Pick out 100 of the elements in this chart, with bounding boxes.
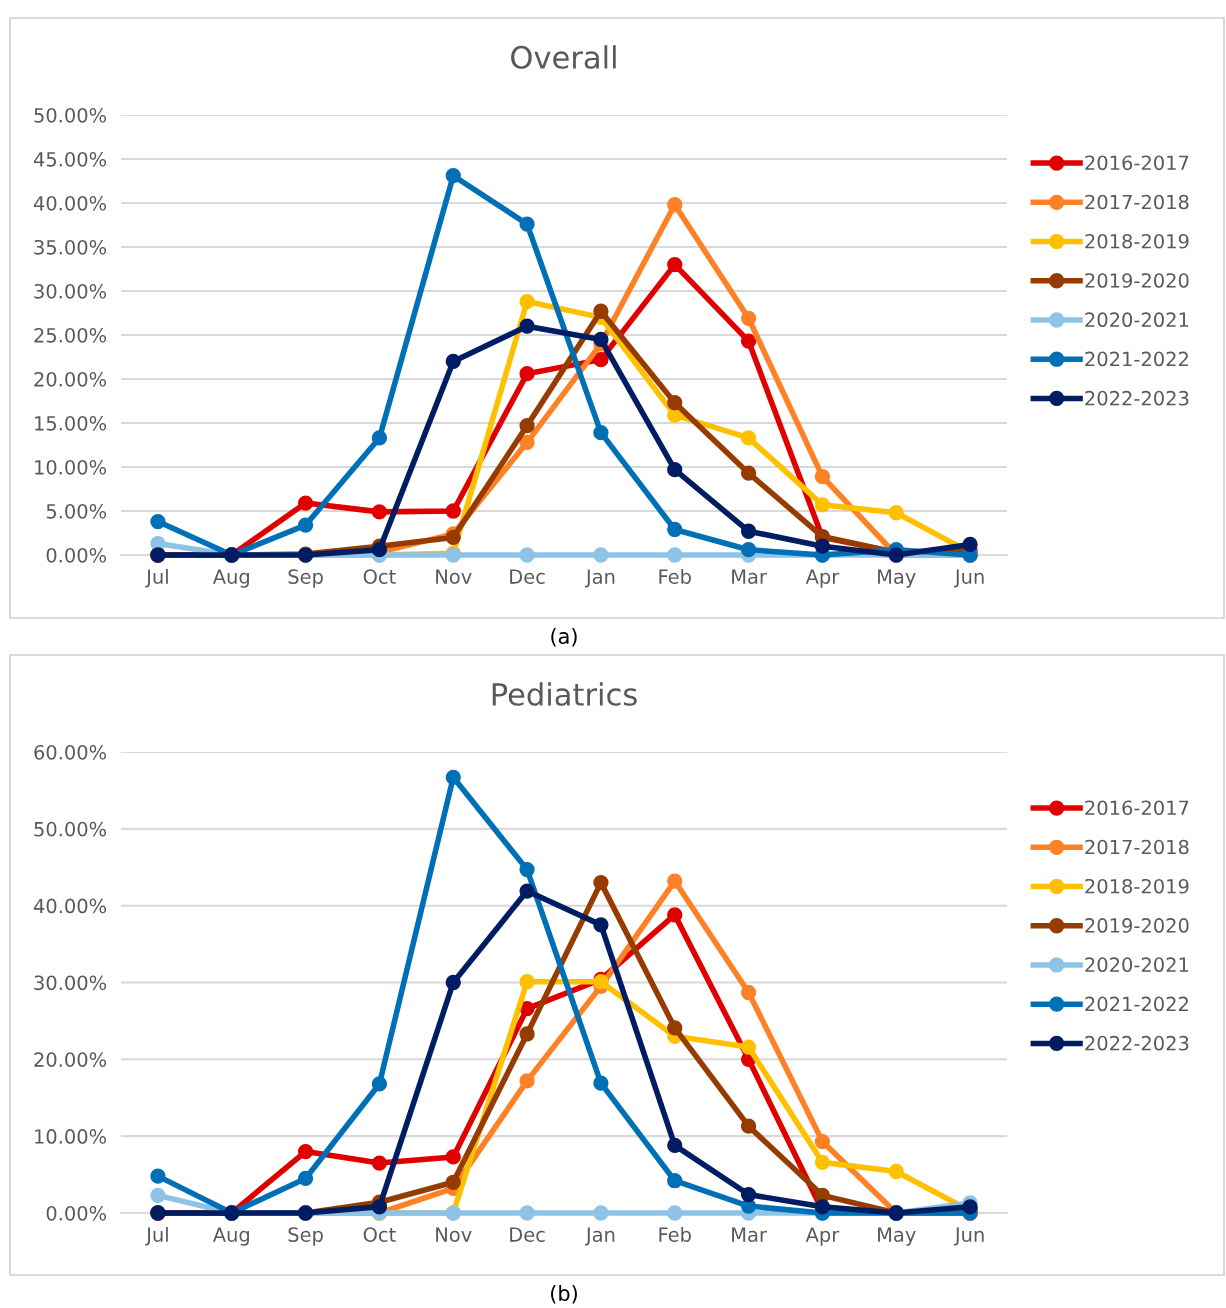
legend-label: 2021-2022 (1085, 996, 1188, 1012)
x-tick-label: Jan (584, 569, 615, 588)
legend-label: 2017-2018 (1085, 194, 1189, 210)
point (667, 873, 683, 889)
x-tick-label: Aug (212, 1227, 249, 1246)
y-tick-label: 20.00% (34, 1052, 107, 1067)
x-tick-label: Apr (805, 1227, 840, 1246)
point (150, 1168, 166, 1184)
point (593, 917, 609, 933)
y-tick-label: 0.00% (46, 1205, 107, 1221)
x-tick-label: Aug (212, 569, 249, 588)
legend-label: 2018-2019 (1085, 878, 1189, 894)
y-tick-label: 0.00% (46, 547, 107, 563)
legend-label: 2016-2017 (1085, 800, 1189, 816)
point (593, 1205, 609, 1221)
point (519, 318, 535, 334)
x-tick-label: Jun (953, 1227, 984, 1246)
x-tick-label: Jul (145, 1226, 168, 1246)
y-tick-label: 20.00% (34, 371, 107, 387)
point (667, 521, 683, 538)
x-tick-label: Oct (363, 1227, 396, 1242)
legend-label: 2022-2023 (1085, 390, 1189, 406)
point (962, 536, 978, 553)
point (667, 395, 683, 411)
point (519, 366, 535, 382)
point (519, 547, 535, 563)
point (667, 907, 683, 923)
point (297, 1143, 314, 1160)
point (740, 1039, 757, 1055)
point (519, 418, 535, 434)
point (371, 1155, 388, 1171)
x-tick-label: Jun (953, 569, 984, 588)
point (667, 197, 683, 213)
point (445, 168, 461, 184)
point (519, 1026, 535, 1042)
legend-label: 2020-2021 (1085, 312, 1189, 328)
point (519, 1073, 535, 1089)
x-tick-label: May (878, 569, 916, 588)
point (814, 469, 831, 485)
point (371, 1199, 388, 1215)
point (593, 874, 609, 891)
point (740, 984, 757, 1001)
x-tick-label: Feb (659, 568, 691, 584)
point (297, 517, 314, 533)
legend-label: 2021-2022 (1085, 351, 1188, 367)
point (519, 216, 535, 232)
point (519, 1000, 535, 1017)
point (445, 529, 461, 546)
point (667, 1020, 683, 1036)
x-tick-label: Sep (288, 569, 323, 588)
point (445, 503, 461, 519)
y-tick-label: 30.00% (34, 975, 107, 991)
x-tick-label: Oct (363, 569, 396, 584)
point (519, 974, 535, 990)
text: (a) (551, 627, 577, 647)
y-tick-label: 25.00% (34, 327, 107, 343)
legend-label: 2019-2020 (1085, 273, 1189, 288)
legend-label: 2016-2017 (1085, 155, 1189, 171)
point (519, 861, 535, 878)
y-tick-label: 60.00% (34, 744, 107, 760)
x-tick-label: Mar (732, 1227, 767, 1242)
legend-label: 2020-2021 (1085, 957, 1189, 973)
legend-label: 2017-2018 (1085, 839, 1189, 855)
x-tick-label: Jul (145, 568, 168, 588)
point (445, 769, 461, 785)
point (445, 1149, 461, 1165)
point (667, 462, 683, 478)
point (593, 1075, 609, 1091)
point (740, 310, 757, 326)
point (740, 333, 757, 349)
legend-label: 2019-2020 (1085, 918, 1189, 933)
point (371, 504, 388, 520)
y-tick-label: 35.00% (34, 239, 107, 255)
point (297, 1170, 314, 1187)
point (667, 547, 683, 563)
chart-title: Pediatrics (492, 682, 637, 706)
point (814, 1154, 831, 1170)
x-tick-label: Dec (510, 1227, 545, 1242)
y-tick-label: 40.00% (33, 898, 107, 914)
legend-label: 2018-2019 (1085, 233, 1189, 249)
point (740, 523, 757, 539)
point (593, 303, 609, 319)
point (740, 430, 757, 446)
y-tick-label: 45.00% (33, 151, 107, 167)
point (445, 974, 461, 991)
point (445, 1174, 461, 1190)
y-tick-label: 5.00% (46, 503, 107, 519)
point (667, 1205, 683, 1221)
point (667, 1137, 683, 1154)
x-tick-label: May (878, 1227, 916, 1246)
point (740, 465, 757, 481)
text: (b) (551, 1284, 577, 1304)
point (371, 430, 388, 446)
y-tick-label: 40.00% (33, 195, 107, 211)
point (888, 1163, 904, 1180)
point (814, 1199, 831, 1215)
point (519, 434, 535, 450)
x-tick-label: Mar (732, 569, 767, 584)
x-tick-label: Dec (510, 569, 545, 584)
point (593, 331, 609, 348)
